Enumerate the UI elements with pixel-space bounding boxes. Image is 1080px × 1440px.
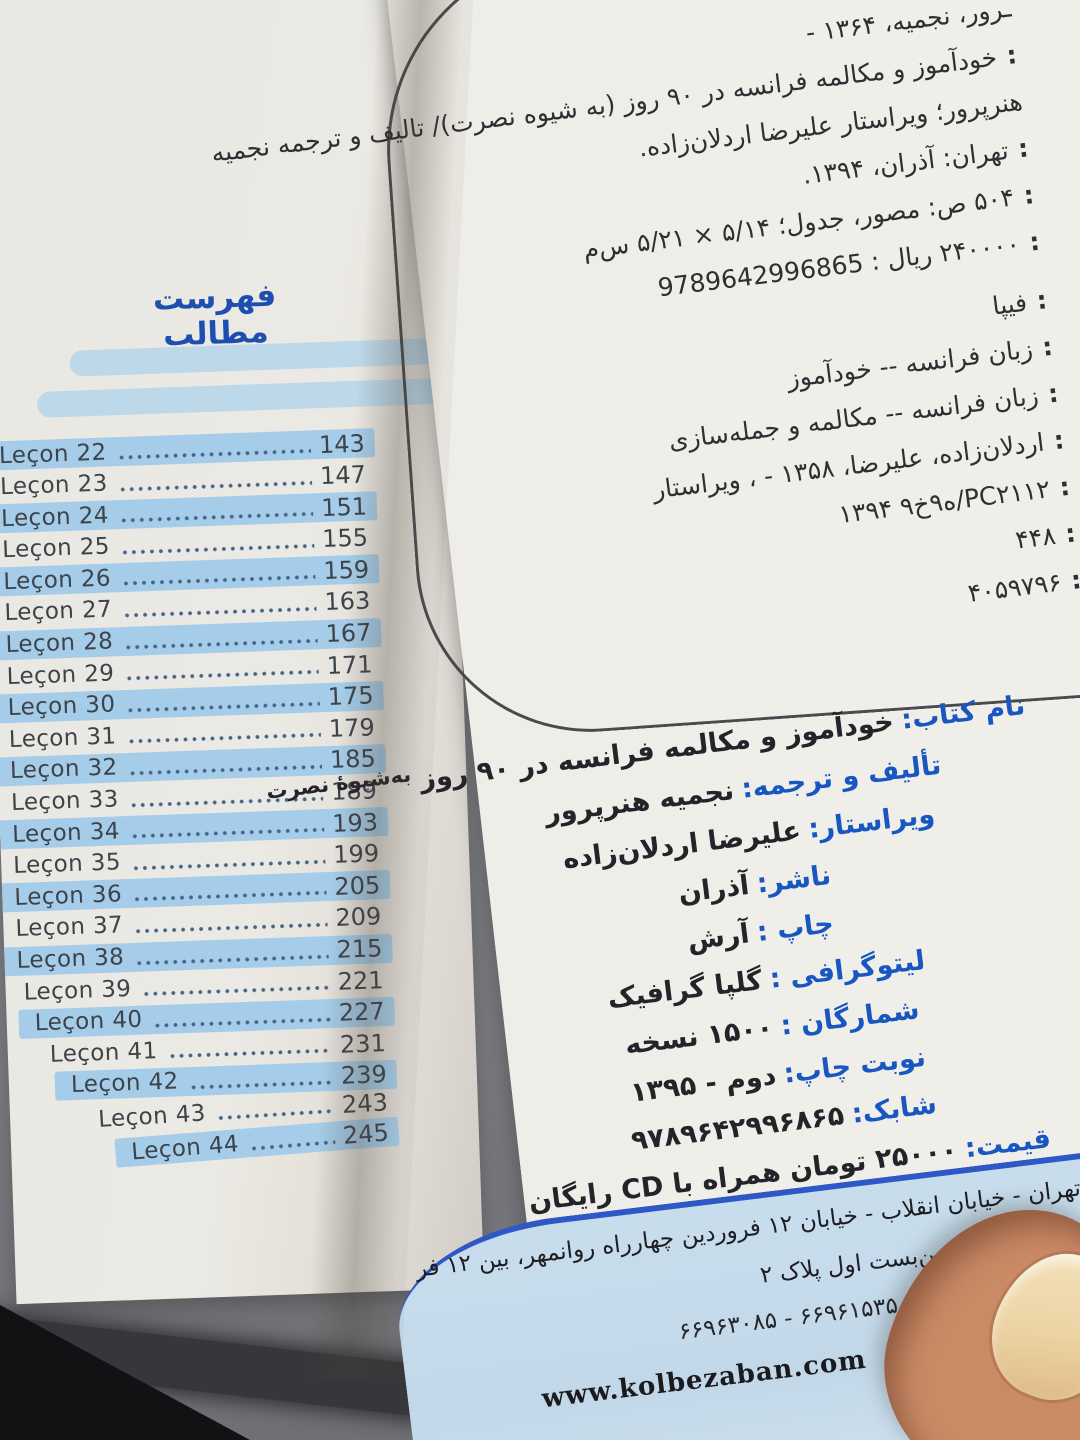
toc-dotted-leader bbox=[167, 1048, 333, 1060]
toc-entry-page: 159 bbox=[322, 555, 370, 585]
toc-entry-page: 143 bbox=[318, 429, 366, 459]
toc-entry-label: Leçon 33 bbox=[10, 786, 120, 817]
toc-entry-page: 175 bbox=[327, 681, 375, 712]
book-info-value: آرش bbox=[685, 918, 752, 957]
toc-entry-label: Leçon 34 bbox=[11, 817, 121, 848]
toc-dotted-leader bbox=[130, 858, 326, 871]
book-info-label: شمارگان : bbox=[778, 994, 922, 1042]
toc-entry-page: 167 bbox=[325, 618, 372, 649]
book-info-label: چاپ : bbox=[755, 907, 836, 949]
toc-dotted-leader bbox=[249, 1139, 336, 1152]
toc-dotted-leader bbox=[123, 637, 318, 650]
cip-colon: : bbox=[1040, 331, 1055, 362]
book-info-label: ناشر: bbox=[755, 859, 833, 900]
cip-value: فیپا bbox=[990, 287, 1029, 321]
toc-entry-page: 147 bbox=[319, 460, 367, 491]
toc-entry-label: Leçon 29 bbox=[6, 660, 115, 690]
toc-entry-page: 209 bbox=[335, 902, 382, 933]
toc-dotted-leader bbox=[215, 1108, 335, 1122]
toc-entry-page: 239 bbox=[340, 1060, 388, 1091]
toc-entry-page: 227 bbox=[338, 997, 386, 1027]
toc-entry-label: Leçon 27 bbox=[4, 596, 113, 627]
toc-dotted-leader bbox=[132, 890, 327, 903]
toc-entry-label: Leçon 23 bbox=[0, 470, 109, 501]
cip-colon: : bbox=[1035, 285, 1049, 316]
toc-entry-label: Leçon 40 bbox=[34, 1006, 143, 1037]
book-info-label: نام کتاب: bbox=[899, 689, 1027, 736]
toc-entry-page: 151 bbox=[320, 492, 368, 522]
toc-entry-label: Leçon 25 bbox=[1, 533, 111, 564]
toc-dotted-leader bbox=[188, 1079, 334, 1090]
toc-dotted-leader bbox=[126, 732, 322, 745]
toc-dotted-leader bbox=[118, 511, 314, 524]
toc-entry-page: 215 bbox=[336, 934, 383, 964]
toc-entry-page: 245 bbox=[341, 1117, 390, 1150]
fingernail bbox=[973, 1235, 1080, 1417]
toc-entry-page: 199 bbox=[332, 839, 380, 870]
cip-value: ۴۴۸ bbox=[1013, 520, 1058, 555]
toc-dotted-leader bbox=[122, 606, 317, 619]
toc-entry-label: Leçon 39 bbox=[23, 975, 132, 1006]
toc-dotted-leader bbox=[129, 827, 325, 840]
toc-entry-label: Leçon 30 bbox=[7, 691, 116, 722]
toc-entry-label: Leçon 24 bbox=[0, 502, 110, 532]
toc-entry-page: 155 bbox=[321, 523, 369, 554]
cip-value: ۴۰۵۹۷۹۶ bbox=[966, 567, 1064, 608]
toc-entry-label: Leçon 43 bbox=[97, 1100, 207, 1133]
toc-dotted-leader bbox=[134, 953, 329, 966]
toc-dotted-leader bbox=[141, 985, 331, 997]
toc-entry-page: 163 bbox=[323, 586, 371, 617]
website-url: www.kolbezaban.com bbox=[540, 1344, 869, 1415]
cip-colon: : bbox=[1057, 471, 1072, 502]
title-underline-bar bbox=[36, 377, 454, 418]
toc-entry-label: Leçon 36 bbox=[13, 881, 123, 911]
toc-dotted-leader bbox=[124, 669, 319, 682]
cip-colon: : bbox=[1004, 40, 1019, 71]
toc-entry-page: 231 bbox=[339, 1028, 387, 1059]
toc-dotted-leader bbox=[117, 479, 313, 492]
toc-entry-label: Leçon 35 bbox=[12, 849, 122, 880]
cip-colon: : bbox=[1016, 133, 1030, 164]
toc-dotted-leader bbox=[133, 922, 328, 934]
cip-block: ـرور، نجمیه، ۱۳۶۴ -:خودآموز و مکالمه فرا… bbox=[210, 0, 1080, 677]
toc-entry-label: Leçon 26 bbox=[2, 565, 112, 596]
book-info-value: دوم - ۱۳۹۵ bbox=[628, 1060, 778, 1109]
toc-entry-label: Leçon 44 bbox=[130, 1130, 240, 1166]
toc-dotted-leader bbox=[121, 574, 316, 587]
toc-entry-page: 179 bbox=[328, 713, 376, 743]
toc-entry-label: Leçon 32 bbox=[9, 754, 119, 785]
cip-colon: : bbox=[1046, 378, 1060, 409]
toc-entry-label: Leçon 28 bbox=[5, 628, 114, 659]
toc-entry-label: Leçon 38 bbox=[16, 944, 125, 974]
toc-entry-page: 205 bbox=[333, 871, 381, 901]
cip-colon: : bbox=[1063, 518, 1078, 549]
cip-colon: : bbox=[1022, 180, 1036, 211]
book-info-label: شابک: bbox=[850, 1088, 939, 1130]
book-info-label: ویراستار: bbox=[806, 798, 937, 845]
cip-colon: : bbox=[1052, 425, 1066, 456]
toc-entry-page: 221 bbox=[337, 965, 384, 996]
toc-dotted-leader bbox=[116, 448, 312, 461]
toc-dotted-leader bbox=[119, 543, 315, 555]
toc-dotted-leader bbox=[152, 1016, 332, 1028]
toc-entry-label: Leçon 37 bbox=[15, 912, 124, 943]
toc-entry-label: Leçon 41 bbox=[49, 1037, 158, 1068]
toc-entry-page: 171 bbox=[326, 650, 373, 680]
toc-entry-page: 243 bbox=[341, 1088, 389, 1119]
cip-colon: : bbox=[1069, 565, 1080, 596]
book-info-block: نام کتاب:خودآموز و مکالمه فرانسه در ۹۰ ر… bbox=[265, 682, 1080, 1230]
toc-entry-label: Leçon 42 bbox=[70, 1068, 180, 1099]
book-info-value: آذران bbox=[676, 869, 751, 910]
toc-entry-label: Leçon 22 bbox=[0, 439, 108, 469]
toc-dotted-leader bbox=[125, 700, 321, 713]
toc-entry-label: Leçon 31 bbox=[8, 723, 117, 753]
cip-colon: : bbox=[1027, 226, 1042, 257]
